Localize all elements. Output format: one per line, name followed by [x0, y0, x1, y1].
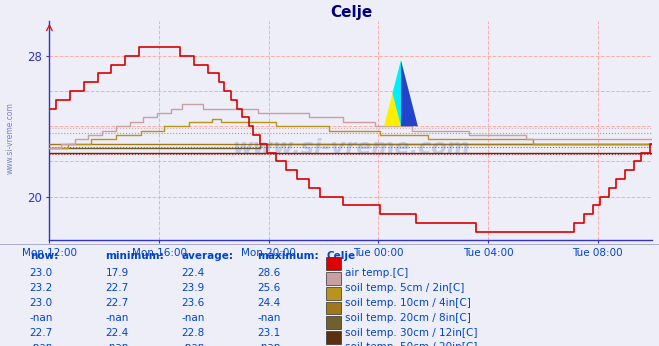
Text: air temp.[C]: air temp.[C] — [345, 268, 408, 279]
Text: -nan: -nan — [257, 313, 280, 323]
Text: soil temp. 20cm / 8in[C]: soil temp. 20cm / 8in[C] — [345, 313, 471, 323]
Text: 25.6: 25.6 — [257, 283, 280, 293]
Text: -nan: -nan — [30, 343, 53, 346]
Text: -nan: -nan — [257, 343, 280, 346]
Text: 28.6: 28.6 — [257, 268, 280, 279]
Text: -nan: -nan — [181, 343, 204, 346]
Text: minimum:: minimum: — [105, 251, 164, 261]
Bar — [326, 272, 341, 285]
Text: 22.7: 22.7 — [105, 298, 129, 308]
Text: average:: average: — [181, 251, 233, 261]
Text: 22.8: 22.8 — [181, 328, 204, 338]
Polygon shape — [401, 60, 418, 126]
Text: www.si-vreme.com: www.si-vreme.com — [232, 138, 470, 158]
Text: 24.4: 24.4 — [257, 298, 280, 308]
Bar — [326, 302, 341, 315]
Text: 23.0: 23.0 — [30, 268, 53, 279]
Text: maximum:: maximum: — [257, 251, 319, 261]
Text: -nan: -nan — [30, 313, 53, 323]
Text: 23.0: 23.0 — [30, 298, 53, 308]
Text: 23.2: 23.2 — [30, 283, 53, 293]
Text: soil temp. 10cm / 4in[C]: soil temp. 10cm / 4in[C] — [345, 298, 471, 308]
Text: soil temp. 50cm / 20in[C]: soil temp. 50cm / 20in[C] — [345, 343, 477, 346]
Text: soil temp. 5cm / 2in[C]: soil temp. 5cm / 2in[C] — [345, 283, 464, 293]
Text: -nan: -nan — [181, 313, 204, 323]
Text: 22.4: 22.4 — [181, 268, 204, 279]
Bar — [326, 287, 341, 300]
Text: -nan: -nan — [105, 343, 129, 346]
Text: soil temp. 30cm / 12in[C]: soil temp. 30cm / 12in[C] — [345, 328, 477, 338]
Text: 17.9: 17.9 — [105, 268, 129, 279]
Text: 23.6: 23.6 — [181, 298, 204, 308]
Text: 23.9: 23.9 — [181, 283, 204, 293]
Text: now:: now: — [30, 251, 58, 261]
Bar — [326, 331, 341, 344]
Text: 22.7: 22.7 — [105, 283, 129, 293]
Text: 23.1: 23.1 — [257, 328, 280, 338]
Text: Celje: Celje — [326, 251, 355, 261]
Bar — [326, 316, 341, 329]
Title: Celje: Celje — [330, 4, 372, 20]
Text: 22.4: 22.4 — [105, 328, 129, 338]
Text: 22.7: 22.7 — [30, 328, 53, 338]
Polygon shape — [384, 60, 401, 126]
Text: -nan: -nan — [105, 313, 129, 323]
Polygon shape — [393, 60, 401, 126]
Bar — [326, 257, 341, 270]
Text: www.si-vreme.com: www.si-vreme.com — [5, 102, 14, 174]
